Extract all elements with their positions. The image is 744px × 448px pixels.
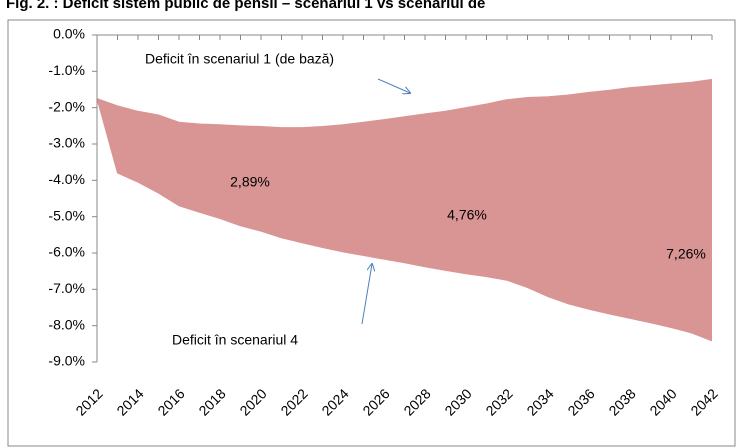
y-tick-label: -7.0% xyxy=(48,280,85,296)
y-tick-label: -9.0% xyxy=(48,353,85,369)
annotation-arrow xyxy=(377,78,410,93)
y-tick-label: 0.0% xyxy=(53,26,85,42)
y-tick-label: -6.0% xyxy=(48,244,85,260)
annotation: 4,76% xyxy=(447,207,487,223)
series-line xyxy=(96,98,713,342)
y-tick-label: -5.0% xyxy=(48,207,85,223)
legend-label: Deficit în scenariul 4 xyxy=(172,332,298,348)
annotation-arrow xyxy=(361,264,372,325)
legend-label: Deficit în scenariul 1 (de bază) xyxy=(145,51,334,67)
chart-title: Fig. 2. : Deficit sistem public de pensi… xyxy=(6,0,485,12)
y-tick-label: -8.0% xyxy=(48,316,85,332)
y-tick-label: -1.0% xyxy=(48,62,85,78)
annotation: 2,89% xyxy=(230,174,270,190)
deficit-band xyxy=(97,79,712,341)
annotation: 7,26% xyxy=(666,246,706,262)
y-tick-label: -2.0% xyxy=(48,98,85,114)
y-tick-label: -4.0% xyxy=(48,171,85,187)
series-line xyxy=(96,78,713,129)
y-tick-label: -3.0% xyxy=(48,135,85,151)
